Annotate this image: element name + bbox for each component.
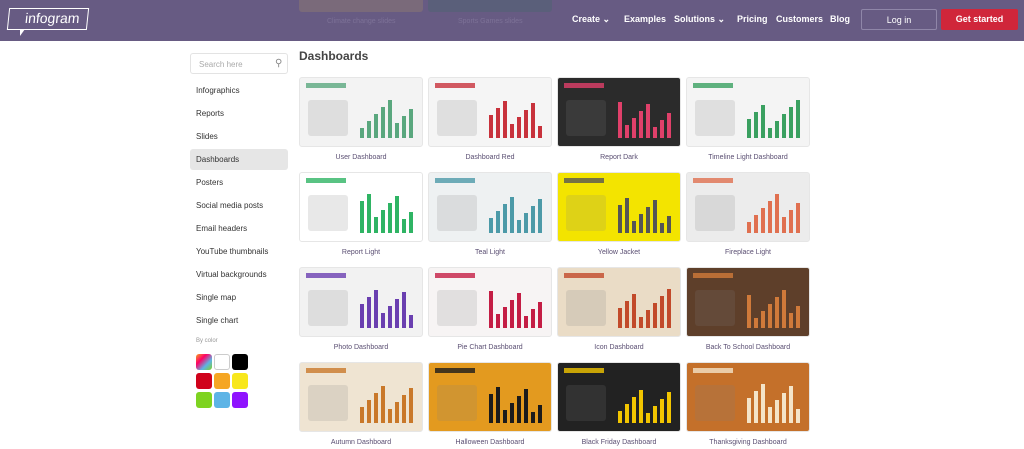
get-started-button[interactable]: Get started	[941, 9, 1018, 30]
template-name[interactable]: Pie Chart Dashboard	[457, 344, 523, 351]
peek-label: Climate change slides	[327, 18, 396, 25]
template-thumbnail[interactable]	[428, 362, 552, 432]
color-swatch[interactable]	[196, 373, 212, 389]
template-card[interactable]: Fireplace Light	[686, 172, 810, 256]
template-name[interactable]: Timeline Light Dashboard	[708, 154, 788, 161]
sidebar-item-slides[interactable]: Slides	[196, 132, 218, 141]
template-name[interactable]: Photo Dashboard	[333, 344, 389, 351]
template-card[interactable]: User Dashboard	[299, 77, 423, 161]
sidebar-item-social-media-posts[interactable]: Social media posts	[196, 201, 264, 210]
template-thumbnail[interactable]	[428, 267, 552, 337]
nav-blog[interactable]: Blog	[830, 14, 850, 24]
template-name[interactable]: Thanksgiving Dashboard	[709, 439, 787, 446]
template-card[interactable]: Autumn Dashboard	[299, 362, 423, 446]
template-card[interactable]: Yellow Jacket	[557, 172, 681, 256]
template-thumbnail[interactable]	[299, 362, 423, 432]
template-card[interactable]: Report Light	[299, 172, 423, 256]
color-swatch[interactable]	[196, 354, 212, 370]
template-name[interactable]: Black Friday Dashboard	[581, 439, 657, 446]
template-name[interactable]: Report Dark	[600, 154, 638, 161]
nav-examples[interactable]: Examples	[624, 14, 667, 24]
template-thumbnail[interactable]	[428, 77, 552, 147]
sidebar-item-email-headers[interactable]: Email headers	[196, 224, 248, 233]
chevron-down-icon: ⌄	[717, 14, 726, 24]
color-swatch[interactable]	[232, 354, 248, 370]
sidebar-item-youtube-thumbnails[interactable]: YouTube thumbnails	[196, 247, 269, 256]
template-card[interactable]: Dashboard Red	[428, 77, 552, 161]
template-card[interactable]: Photo Dashboard	[299, 267, 423, 351]
template-name[interactable]: Halloween Dashboard	[455, 439, 525, 446]
peek-thumb[interactable]	[428, 0, 552, 12]
template-card[interactable]: Icon Dashboard	[557, 267, 681, 351]
logo-tail-icon	[20, 29, 25, 36]
template-thumbnail[interactable]	[299, 77, 423, 147]
template-name[interactable]: User Dashboard	[335, 154, 387, 161]
infogram-logo[interactable]: infogram	[6, 8, 90, 30]
template-thumbnail[interactable]	[557, 267, 681, 337]
sidebar-item-single-map[interactable]: Single map	[196, 293, 237, 302]
nav-solutions[interactable]: Solutions ⌄	[674, 14, 726, 24]
template-card[interactable]: Black Friday Dashboard	[557, 362, 681, 446]
template-thumbnail[interactable]	[686, 267, 810, 337]
template-thumbnail[interactable]	[299, 172, 423, 242]
template-name[interactable]: Back To School Dashboard	[705, 344, 791, 351]
template-thumbnail[interactable]	[557, 362, 681, 432]
template-thumbnail[interactable]	[557, 172, 681, 242]
sidebar-item-infographics[interactable]: Infographics	[196, 86, 240, 95]
template-name[interactable]: Yellow Jacket	[597, 249, 641, 256]
template-card[interactable]: Teal Light	[428, 172, 552, 256]
template-card[interactable]: Back To School Dashboard	[686, 267, 810, 351]
logo-text: infogram	[24, 10, 81, 26]
template-thumbnail[interactable]	[428, 172, 552, 242]
template-name[interactable]: Teal Light	[475, 249, 505, 256]
template-card[interactable]: Thanksgiving Dashboard	[686, 362, 810, 446]
color-swatch[interactable]	[232, 373, 248, 389]
color-swatch[interactable]	[214, 354, 230, 370]
template-thumbnail[interactable]	[686, 172, 810, 242]
template-thumbnail[interactable]	[686, 362, 810, 432]
page-title: Dashboards	[299, 49, 369, 63]
template-name[interactable]: Report Light	[341, 249, 381, 256]
top-navbar: infogram Climate change slides Sports Ga…	[0, 0, 1024, 41]
template-name[interactable]: Fireplace Light	[725, 249, 771, 256]
by-color-label: By color	[196, 338, 218, 344]
login-button[interactable]: Log in	[861, 9, 937, 30]
search-input[interactable]: Search here	[190, 53, 288, 74]
nav-create[interactable]: Create ⌄	[572, 14, 611, 24]
color-swatch[interactable]	[232, 392, 248, 408]
color-swatch[interactable]	[214, 373, 230, 389]
nav-pricing[interactable]: Pricing	[737, 14, 768, 24]
template-name[interactable]: Dashboard Red	[465, 154, 515, 161]
peek-label: Sports Games slides	[458, 18, 523, 25]
sidebar-item-dashboards[interactable]: Dashboards	[190, 149, 288, 170]
chevron-down-icon: ⌄	[602, 14, 611, 24]
sidebar-item-posters[interactable]: Posters	[196, 178, 224, 187]
color-swatch[interactable]	[214, 392, 230, 408]
template-card[interactable]: Timeline Light Dashboard	[686, 77, 810, 161]
template-card[interactable]: Report Dark	[557, 77, 681, 161]
template-name[interactable]: Autumn Dashboard	[330, 439, 392, 446]
template-name[interactable]: Icon Dashboard	[594, 344, 644, 351]
template-thumbnail[interactable]	[686, 77, 810, 147]
template-card[interactable]: Halloween Dashboard	[428, 362, 552, 446]
search-icon[interactable]: ⚲	[275, 58, 283, 69]
sidebar-item-single-chart[interactable]: Single chart	[196, 316, 239, 325]
template-thumbnail[interactable]	[557, 77, 681, 147]
template-thumbnail[interactable]	[299, 267, 423, 337]
peek-thumb[interactable]	[299, 0, 423, 12]
color-swatch[interactable]	[196, 392, 212, 408]
template-card[interactable]: Pie Chart Dashboard	[428, 267, 552, 351]
sidebar-item-reports[interactable]: Reports	[196, 109, 225, 118]
nav-customers[interactable]: Customers	[776, 14, 824, 24]
sidebar-item-virtual-backgrounds[interactable]: Virtual backgrounds	[196, 270, 267, 279]
